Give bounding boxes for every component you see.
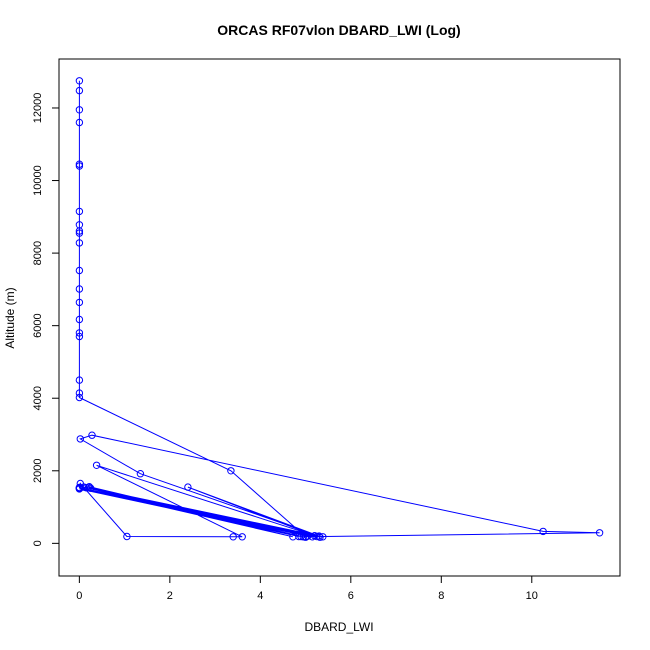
data-point	[75, 329, 84, 337]
x-axis-label: DBARD_LWI	[304, 620, 373, 634]
data-point	[85, 483, 94, 491]
data-point	[301, 533, 310, 541]
y-tick-label: 8000	[32, 241, 44, 265]
x-tick-label: 0	[76, 590, 82, 602]
x-tick-label: 2	[167, 590, 173, 602]
data-point	[75, 393, 84, 402]
x-tick-label: 6	[348, 590, 354, 602]
data-point	[75, 162, 84, 170]
y-tick-label: 10000	[32, 165, 44, 196]
data-point	[75, 86, 84, 95]
data-point	[229, 533, 237, 541]
data-point	[238, 533, 246, 541]
series-line	[78, 80, 600, 538]
data-point	[75, 239, 84, 247]
y-tick-label: 0	[32, 540, 44, 546]
data-point	[75, 227, 84, 235]
y-tick-label: 6000	[32, 313, 44, 337]
data-point	[184, 483, 192, 491]
data-point	[595, 529, 604, 537]
data-point	[88, 431, 96, 439]
data-point	[92, 461, 101, 469]
y-tick-label: 12000	[32, 93, 44, 124]
data-point	[87, 484, 95, 492]
y-tick-label: 2000	[32, 459, 44, 483]
data-point	[123, 532, 131, 541]
data-point	[75, 376, 84, 384]
data-point	[75, 229, 84, 237]
y-axis: 0 2000 4000 6000 8000 10000 12000	[32, 93, 60, 546]
chart-title: ORCAS RF07vlon DBARD_LWI (Log)	[217, 22, 460, 38]
data-point	[75, 106, 84, 114]
data-point	[539, 527, 547, 536]
x-tick-label: 4	[257, 590, 263, 602]
y-axis-label: Altitude (m)	[3, 287, 17, 348]
x-axis: 0 2 4 6 8 10	[76, 575, 538, 602]
data-point	[75, 207, 84, 216]
data-point	[75, 118, 84, 127]
data-point	[227, 467, 235, 475]
data-points	[75, 77, 604, 541]
data-point	[75, 77, 84, 85]
plot-frame	[58, 58, 621, 577]
y-tick-label: 4000	[32, 386, 44, 410]
x-tick-label: 10	[526, 590, 538, 602]
data-point	[75, 285, 84, 293]
data-point	[319, 533, 327, 541]
data-point	[75, 389, 84, 397]
data-point	[75, 485, 84, 493]
x-tick-label: 8	[438, 590, 444, 602]
data-point	[75, 298, 84, 307]
data-point	[75, 315, 84, 324]
data-point	[316, 533, 324, 541]
data-point	[136, 470, 145, 478]
data-point	[297, 532, 305, 541]
data-point	[80, 483, 88, 491]
data-point	[75, 332, 84, 341]
data-point	[76, 435, 85, 443]
data-point	[75, 266, 84, 275]
